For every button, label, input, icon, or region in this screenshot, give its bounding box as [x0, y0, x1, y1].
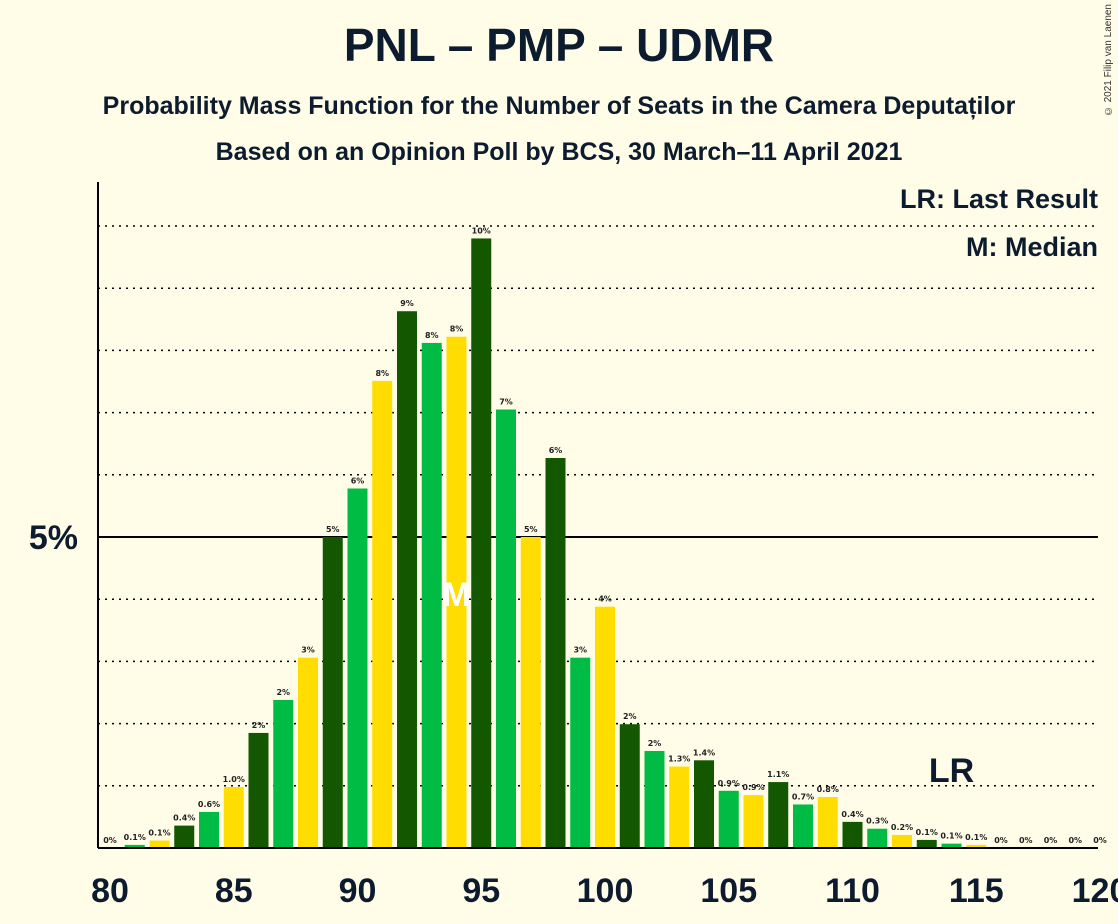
x-tick-label: 85: [215, 872, 253, 910]
bar-value-label: 0.6%: [198, 800, 220, 809]
bar-value-label: 0.2%: [891, 823, 913, 832]
bar-109: [817, 796, 838, 848]
bar-value-label: 0.4%: [841, 810, 863, 819]
bar-value-label: 0%: [1044, 836, 1058, 845]
x-tick-label: 110: [825, 872, 880, 910]
x-tick-label: 90: [339, 872, 377, 910]
bar-value-label: 2%: [623, 712, 637, 721]
bar-value-label: 2%: [648, 739, 662, 748]
bar-96: [496, 409, 516, 848]
y-tick-label: 5%: [29, 519, 78, 557]
bar-value-label: 10%: [472, 226, 491, 235]
bar-93: [421, 342, 442, 848]
bar-94: [446, 336, 467, 848]
chart-title: PNL – PMP – UDMR: [343, 19, 775, 71]
bar-112: [892, 834, 912, 848]
x-tick-label: 100: [577, 872, 634, 910]
bar-88: [298, 657, 318, 848]
bar-98: [545, 458, 566, 848]
bar-value-label: 2%: [252, 721, 266, 730]
bar-89: [322, 537, 343, 848]
bar-value-label: 1.0%: [223, 775, 245, 784]
bar-value-label: 4%: [598, 595, 612, 604]
bar-value-label: 0.1%: [965, 833, 987, 842]
chart-subtitle-poll: Based on an Opinion Poll by BCS, 30 Marc…: [215, 138, 903, 166]
bar-value-label: 1.1%: [767, 770, 789, 779]
bar-value-label: 8%: [375, 369, 389, 378]
bar-value-label: 0.7%: [792, 792, 814, 801]
bar-106: [743, 795, 764, 848]
x-tick-label: 115: [949, 872, 1004, 910]
x-tick-label: 80: [91, 872, 129, 910]
bar-101: [619, 724, 640, 848]
bar-value-label: 3%: [573, 646, 587, 655]
bar-95: [471, 238, 492, 848]
bar-84: [199, 811, 219, 848]
bar-113: [916, 839, 937, 848]
x-tick-label: 120: [1072, 872, 1118, 910]
chart-subtitle: Probability Mass Function for the Number…: [102, 92, 1016, 120]
bar-value-label: 0.4%: [173, 814, 195, 823]
bar-110: [842, 821, 863, 848]
bar-value-label: 6%: [549, 446, 563, 455]
bar-value-label: 8%: [450, 325, 464, 334]
x-tick-label: 95: [462, 872, 500, 910]
bar-86: [248, 732, 269, 848]
bar-value-label: 0%: [1093, 836, 1107, 845]
median-marker: M: [442, 576, 470, 614]
bar-value-label: 1.3%: [668, 755, 690, 764]
bar-99: [570, 657, 591, 848]
bar-91: [372, 380, 393, 848]
bar-value-label: 0.1%: [916, 828, 938, 837]
bar-value-label: 7%: [499, 397, 513, 406]
bar-90: [347, 488, 368, 848]
bar-value-label: 3%: [301, 646, 315, 655]
bar-108: [793, 804, 813, 848]
bar-value-label: 0.1%: [124, 833, 146, 842]
bar-value-label: 0.1%: [148, 829, 170, 838]
bar-85: [223, 787, 244, 848]
bar-value-label: 0%: [994, 836, 1008, 845]
bar-value-label: 6%: [351, 476, 365, 485]
bar-value-label: 0.9%: [742, 783, 764, 792]
x-tick-label: 105: [700, 872, 757, 910]
bar-97: [520, 537, 541, 848]
bar-92: [397, 311, 417, 848]
bar-111: [867, 828, 888, 848]
bar-107: [768, 782, 789, 848]
bar-value-label: 0%: [1068, 836, 1082, 845]
bar-114: [941, 843, 962, 848]
bar-value-label: 5%: [524, 525, 538, 534]
bar-105: [718, 790, 739, 848]
bar-value-label: 0.9%: [718, 779, 740, 788]
bar-104: [694, 760, 714, 848]
legend-last-result: LR: Last Result: [899, 184, 1098, 214]
bar-value-label: 1.4%: [693, 748, 715, 757]
bar-82: [149, 840, 170, 848]
bar-83: [174, 825, 195, 848]
bar-103: [669, 766, 690, 848]
bar-value-label: 2%: [276, 688, 290, 697]
bar-value-label: 0%: [103, 836, 117, 845]
bar-87: [273, 699, 294, 848]
bar-value-label: 0.1%: [940, 832, 962, 841]
bar-value-label: 9%: [400, 299, 414, 308]
bar-value-label: 0.3%: [866, 817, 888, 826]
bar-value-label: 0%: [1019, 836, 1033, 845]
bar-102: [644, 750, 665, 848]
bar-100: [595, 606, 615, 848]
legend-median: M: Median: [966, 232, 1098, 262]
bar-115: [966, 844, 987, 848]
bar-value-label: 8%: [425, 331, 439, 340]
bar-81: [124, 844, 145, 848]
bar-value-label: 0.8%: [817, 785, 839, 794]
bar-value-label: 5%: [326, 525, 340, 534]
last-result-marker: LR: [929, 752, 974, 790]
